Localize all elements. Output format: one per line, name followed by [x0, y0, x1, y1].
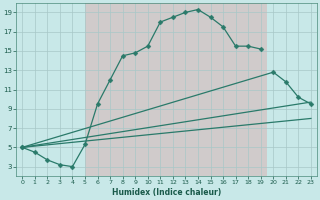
Bar [85, 3, 267, 176]
X-axis label: Humidex (Indice chaleur): Humidex (Indice chaleur) [112, 188, 221, 197]
